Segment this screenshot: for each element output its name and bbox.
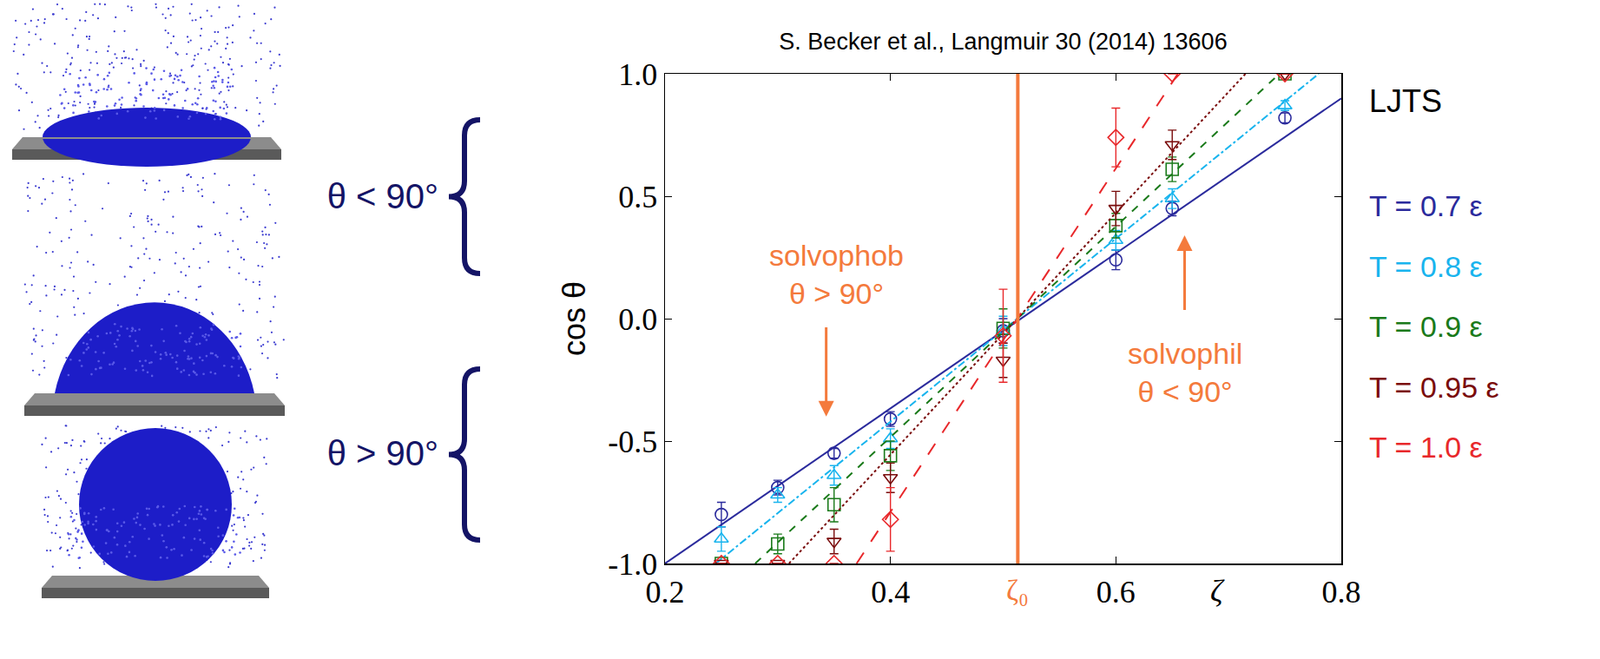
svg-text:θ > 90°: θ > 90°: [327, 434, 439, 473]
svg-text:0.6: 0.6: [1096, 574, 1136, 610]
svg-text:solvophobθ > 90°: solvophobθ > 90°: [769, 238, 904, 310]
svg-text:θ < 90°: θ < 90°: [327, 177, 439, 216]
svg-text:cos θ: cos θ: [556, 281, 593, 356]
svg-text:0.5: 0.5: [618, 179, 658, 215]
svg-text:-1.0: -1.0: [607, 546, 658, 582]
svg-text:1.0: 1.0: [618, 57, 658, 93]
svg-text:0.4: 0.4: [870, 574, 910, 610]
svg-text:0.8: 0.8: [1322, 574, 1362, 610]
svg-text:T = 0.95 ε: T = 0.95 ε: [1369, 370, 1500, 404]
svg-text:-0.5: -0.5: [607, 424, 658, 460]
svg-text:0.2: 0.2: [645, 574, 685, 610]
svg-text:S. Becker et al., Langmuir 30: S. Becker et al., Langmuir 30 (2014) 136…: [778, 28, 1227, 55]
svg-text:T = 0.9 ε: T = 0.9 ε: [1369, 309, 1483, 343]
svg-text:T = 1.0 ε: T = 1.0 ε: [1369, 430, 1483, 464]
svg-text:T = 0.8 ε: T = 0.8 ε: [1369, 250, 1483, 284]
svg-text:ζ: ζ: [1210, 573, 1225, 609]
svg-text:T = 0.7 ε: T = 0.7 ε: [1369, 189, 1483, 223]
svg-text:solvophilθ < 90°: solvophilθ < 90°: [1127, 336, 1243, 409]
svg-text:ζ₀: ζ₀: [1006, 573, 1029, 606]
svg-text:0.0: 0.0: [618, 302, 658, 337]
svg-text:LJTS: LJTS: [1369, 83, 1442, 119]
